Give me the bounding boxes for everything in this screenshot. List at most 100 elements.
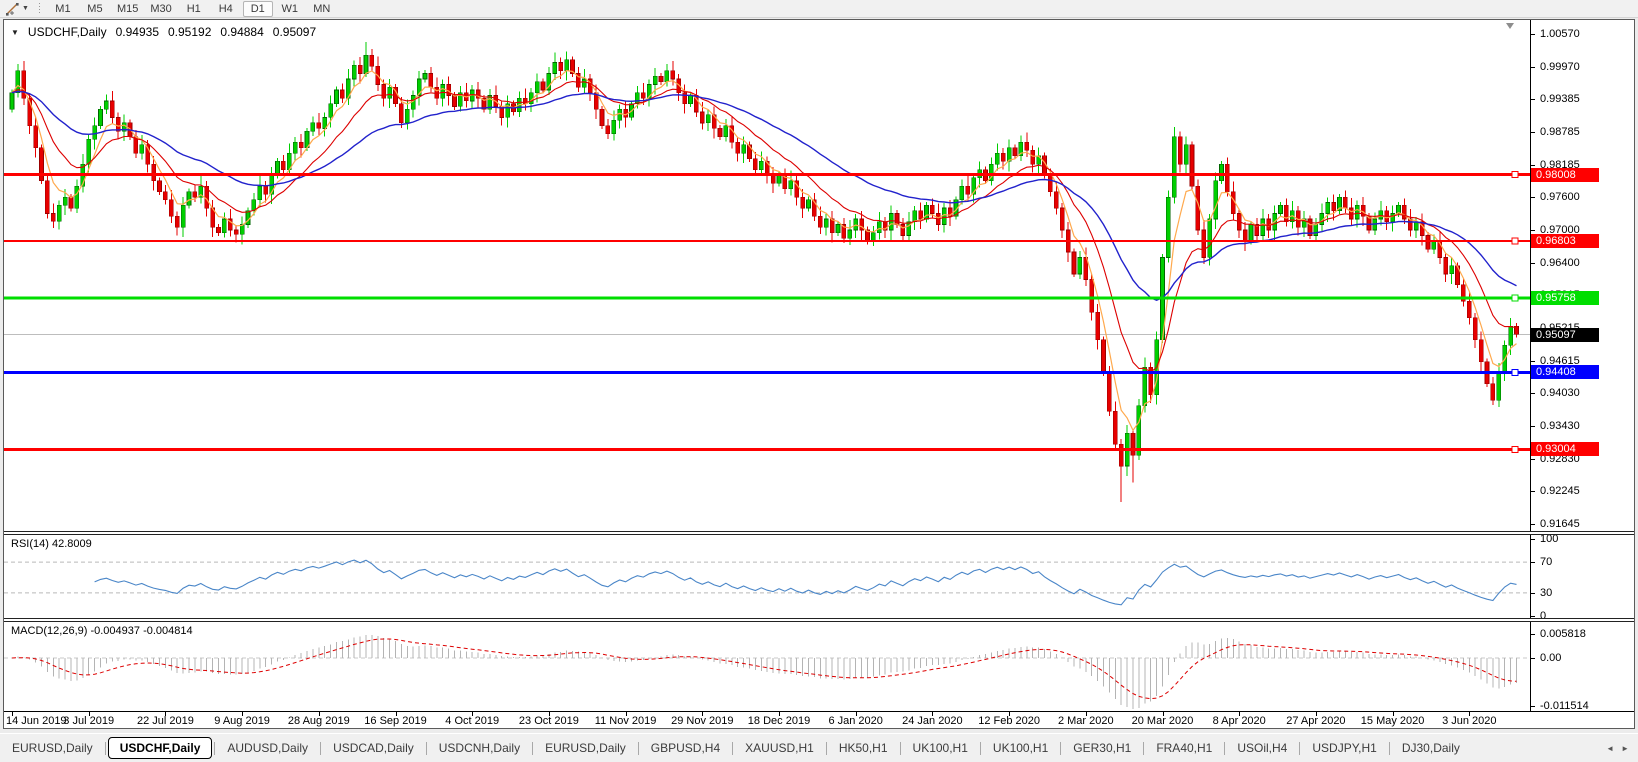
tab-xauusd-h1[interactable]: XAUUSD,H1	[745, 741, 814, 755]
date-tick-label: 20 Mar 2020	[1131, 715, 1194, 727]
rsi-tick-label: 100	[1540, 533, 1559, 545]
chart-title: ▼ USDCHF,Daily 0.94935 0.95192 0.94884 0…	[11, 25, 316, 39]
timeframe-button-h4[interactable]: H4	[218, 2, 233, 15]
tab-ger30-h1[interactable]: GER30,H1	[1073, 741, 1132, 755]
price-tick-mark	[1531, 491, 1535, 493]
time-tick-mark	[932, 712, 934, 716]
price-tick-label: 0.97600	[1540, 191, 1580, 204]
tab-usdcnh-daily[interactable]: USDCNH,Daily	[438, 741, 521, 755]
price-tick-mark	[1531, 66, 1535, 68]
rsi-tick-label: 70	[1540, 556, 1553, 569]
horizontal-line-0.94408[interactable]	[4, 368, 1530, 376]
horizontal-line-0.95758[interactable]	[4, 294, 1530, 302]
tab-gbpusd-h4[interactable]: GBPUSD,H4	[650, 741, 721, 755]
time-tick-mark	[1009, 712, 1011, 716]
date-tick-label: 16 Sep 2019	[364, 715, 427, 727]
price-tick-mark	[1531, 262, 1535, 264]
rsi-tick-mark	[1531, 592, 1535, 594]
timeframe-buttons: M1 M5 M15 M30 H1 H4 D1 W1 MN	[47, 0, 338, 17]
macd-tick-mark	[1531, 658, 1535, 659]
tab-separator	[104, 741, 106, 755]
ma-line-slow-blue[interactable]	[11, 90, 1517, 301]
tab-usdchf-daily[interactable]: USDCHF,Daily	[107, 737, 213, 759]
time-tick-mark	[548, 712, 550, 716]
date-tick-label: 11 Nov 2019	[594, 715, 657, 727]
tab-uk100-h1[interactable]: UK100,H1	[912, 741, 968, 755]
macd-tick-mark	[1531, 634, 1535, 635]
time-tick-mark	[472, 712, 474, 716]
price-tick-label: 0.92245	[1540, 485, 1580, 498]
date-tick-label: 28 Aug 2019	[287, 715, 350, 727]
chart-symbol-label: USDCHF,Daily	[27, 25, 107, 39]
tab-separator	[637, 741, 639, 755]
time-tick-mark	[1315, 712, 1317, 716]
panel-resize-handle[interactable]	[4, 531, 1634, 535]
ohlc-high: 0.95192	[168, 25, 212, 39]
tab-eurusd-daily[interactable]: EURUSD,Daily	[12, 741, 93, 755]
price-tag-0.98008: 0.98008	[1531, 167, 1599, 182]
draw-tool-button[interactable]: ▼	[2, 1, 32, 17]
panel-resize-handle[interactable]	[4, 618, 1634, 622]
price-tick-label: 0.99385	[1540, 93, 1580, 106]
chevron-down-icon[interactable]: ▼	[22, 5, 29, 12]
timeframe-button-h1[interactable]: H1	[186, 2, 201, 15]
ma-line-fast-orange[interactable]	[11, 69, 1517, 432]
rsi-tick-mark	[1531, 562, 1535, 564]
timeframe-button-m15[interactable]: M15	[116, 2, 139, 15]
horizontal-line-0.98008[interactable]	[4, 171, 1530, 179]
tab-usoil-h4[interactable]: USOil,H4	[1237, 741, 1288, 755]
ohlc-open: 0.94935	[115, 25, 159, 39]
time-axis[interactable]: 14 Jun 2019 3 Jul 2019 22 Jul 2019 9 Aug 20…	[4, 711, 1634, 728]
timeframe-toolbar: ▼ M1 M5 M15 M30 H1 H4 D1 W1 MN	[0, 0, 1638, 18]
tab-hk50-h1[interactable]: HK50,H1	[838, 741, 888, 755]
tab-separator	[732, 741, 734, 755]
toolbar-grip[interactable]	[38, 2, 40, 15]
tab-separator	[1060, 741, 1062, 755]
time-tick-mark	[1469, 712, 1471, 716]
price-axis[interactable]: 1.00570 0.99970 0.99385 0.98785 0.98185 0.976…	[1530, 20, 1634, 712]
rsi-tick-label: 0	[1540, 610, 1547, 622]
ohlc-close: 0.95097	[272, 25, 317, 39]
tab-dj30-daily[interactable]: DJ30,Daily	[1401, 741, 1460, 755]
macd-tick-mark	[1531, 705, 1535, 707]
macd-label: MACD(12,26,9) -0.004937 -0.004814	[11, 625, 193, 637]
horizontal-line-0.93004[interactable]	[4, 445, 1530, 453]
date-tick-label: 12 Feb 2020	[978, 715, 1040, 727]
chevron-down-icon[interactable]: ▼	[11, 27, 19, 37]
tab-usdcad-daily[interactable]: USDCAD,Daily	[333, 741, 414, 755]
tab-usdjpy-h1[interactable]: USDJPY,H1	[1312, 741, 1377, 755]
date-tick-label: 24 Jan 2020	[902, 715, 963, 727]
time-tick-mark	[1162, 712, 1164, 716]
tabs-scroll-right-icon[interactable]: ►	[1621, 743, 1629, 753]
tabs-scroll-left-icon[interactable]: ◄	[1606, 743, 1615, 753]
tab-eurusd-daily[interactable]: EURUSD,Daily	[545, 741, 626, 755]
rsi-plot[interactable]	[4, 535, 1530, 618]
date-tick-label: 27 Apr 2020	[1286, 715, 1346, 727]
timeframe-button-m5[interactable]: M5	[87, 2, 103, 15]
time-tick-mark	[702, 712, 704, 716]
tab-audusd-daily[interactable]: AUDUSD,Daily	[227, 741, 309, 755]
timeframe-button-m30[interactable]: M30	[150, 2, 172, 15]
price-tick-mark	[1531, 99, 1535, 101]
rsi-label: RSI(14) 42.8009	[11, 538, 92, 550]
ma-line-mid-red[interactable]	[11, 80, 1517, 373]
price-chart-plot[interactable]	[4, 20, 1530, 531]
tab-fra40-h1[interactable]: FRA40,H1	[1156, 741, 1213, 755]
timeframe-button-d1[interactable]: D1	[242, 0, 273, 17]
horizontal-line-0.96803[interactable]	[4, 237, 1530, 245]
crosshair-pen-icon	[6, 2, 19, 16]
timeframe-button-m1[interactable]: M1	[55, 2, 71, 15]
date-tick-label: 9 Aug 2019	[214, 715, 270, 727]
timeframe-button-w1[interactable]: W1	[281, 2, 299, 15]
timeframe-button-mn[interactable]: MN	[313, 2, 331, 15]
time-tick-mark	[88, 712, 90, 716]
time-tick-mark	[12, 712, 13, 716]
date-tick-label: 14 Jun 2019	[6, 715, 67, 727]
price-tick-mark	[1531, 197, 1535, 199]
tab-uk100-h1[interactable]: UK100,H1	[992, 741, 1049, 755]
chart-shift-marker[interactable]	[1506, 23, 1514, 29]
macd-plot[interactable]	[4, 622, 1530, 711]
price-tick-mark	[1531, 426, 1535, 427]
price-tick-mark	[1531, 132, 1535, 133]
time-tick-mark	[1085, 712, 1087, 716]
